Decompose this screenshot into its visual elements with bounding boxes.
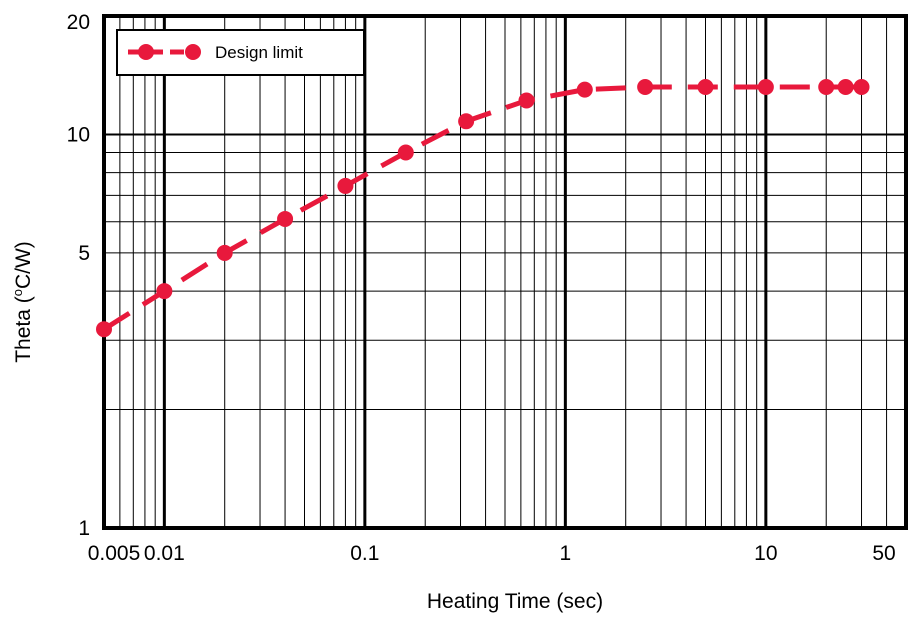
data-point bbox=[837, 79, 854, 96]
y-tick-label: 5 bbox=[78, 242, 90, 265]
x-axis-title: Heating Time (sec) bbox=[427, 590, 603, 613]
x-tick-label: 1 bbox=[560, 542, 572, 565]
legend-swatch-marker bbox=[185, 44, 201, 60]
x-tick-label: 0.01 bbox=[144, 542, 185, 565]
legend-label: Design limit bbox=[215, 43, 303, 62]
x-tick-labels: 0.005 0.01 0.1 1 10 50 bbox=[88, 542, 896, 565]
data-point bbox=[853, 79, 870, 96]
grid-layer bbox=[104, 16, 906, 528]
x-tick-label: 0.1 bbox=[350, 542, 379, 565]
data-point bbox=[518, 92, 535, 109]
y-tick-labels: 1 5 10 20 bbox=[67, 11, 90, 540]
legend-swatch-marker bbox=[138, 44, 154, 60]
data-point bbox=[757, 79, 774, 96]
data-point bbox=[576, 81, 593, 98]
y-tick-label: 1 bbox=[78, 517, 90, 540]
series-layer bbox=[96, 79, 870, 338]
series-line bbox=[102, 84, 862, 332]
x-tick-label: 50 bbox=[872, 542, 895, 565]
data-point bbox=[637, 79, 654, 96]
data-point bbox=[96, 321, 112, 338]
y-axis-title: Theta (oC/W) bbox=[10, 241, 35, 363]
major-grid-layer bbox=[104, 16, 906, 528]
y-axis-title-sup: o bbox=[10, 289, 25, 296]
y-axis-title-tail: C/W) bbox=[12, 241, 35, 289]
data-point bbox=[697, 79, 714, 96]
data-point bbox=[277, 210, 294, 227]
data-point bbox=[216, 244, 233, 261]
x-tick-label: 10 bbox=[754, 542, 777, 565]
data-point bbox=[458, 113, 475, 130]
data-point bbox=[818, 79, 835, 96]
y-axis-title-main: Theta ( bbox=[12, 296, 35, 363]
plot-frame bbox=[102, 14, 908, 530]
y-tick-label: 20 bbox=[67, 11, 90, 34]
x-tick-label: 0.005 bbox=[88, 542, 141, 565]
data-point bbox=[397, 144, 414, 161]
data-point bbox=[337, 177, 354, 194]
legend: Design limit bbox=[116, 29, 365, 76]
data-point bbox=[156, 283, 173, 300]
y-tick-label: 10 bbox=[67, 123, 90, 146]
